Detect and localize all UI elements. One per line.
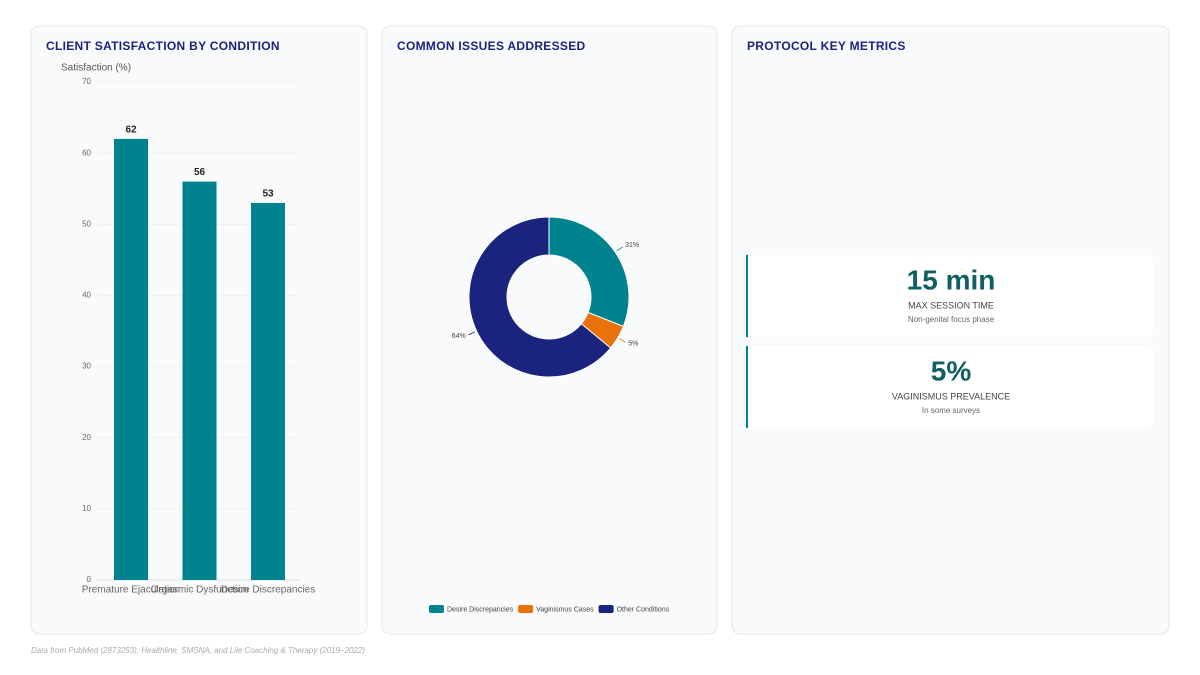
x-tick-label: Orgasmic Dysfunction	[151, 585, 249, 596]
metric-card	[746, 346, 1153, 428]
leader-line	[468, 331, 475, 336]
y-tick-label: 70	[82, 77, 91, 86]
metric-note: In some surveys	[922, 406, 980, 415]
x-tick-label: Premature Ejaculation	[82, 585, 180, 596]
leader-line	[619, 338, 626, 343]
bar	[182, 181, 217, 580]
y-tick-label: 50	[82, 219, 91, 228]
panel-title: PROTOCOL KEY METRICS	[747, 39, 906, 53]
data-label: 56	[194, 167, 206, 178]
panel-title: COMMON ISSUES ADDRESSED	[397, 39, 586, 53]
y-tick-label: 20	[82, 433, 91, 442]
bar	[251, 202, 285, 580]
metric-note: Non-genital focus phase	[908, 315, 995, 324]
panel-title: CLIENT SATISFACTION BY CONDITION	[46, 39, 280, 53]
metric-label: VAGINISMUS PREVALENCE	[892, 391, 1010, 401]
x-tick-label: Desire Discrepancies	[221, 585, 315, 596]
y-tick-label: 40	[82, 291, 91, 300]
metric-label: MAX SESSION TIME	[908, 300, 994, 310]
metric-value: 5%	[931, 355, 972, 386]
footer: Data from PubMed (2873253), Healthline, …	[31, 646, 365, 655]
legend-label: Vaginismus Cases	[536, 606, 594, 613]
metric-value: 15 min	[907, 264, 996, 295]
data-label: 62	[125, 125, 137, 136]
card-accent	[746, 255, 748, 337]
legend-label: Other Conditions	[617, 606, 670, 613]
card-accent	[746, 346, 748, 428]
y-tick-label: 60	[82, 148, 91, 157]
data-label: 5%	[628, 341, 638, 348]
y-axis-label: Satisfaction (%)	[61, 63, 131, 74]
bar	[114, 138, 148, 580]
data-label: 64%	[452, 333, 466, 340]
leader-line	[616, 246, 623, 252]
legend-swatch	[429, 605, 444, 613]
y-tick-label: 10	[82, 504, 91, 513]
metric-card	[746, 255, 1153, 337]
y-tick-label: 0	[87, 575, 92, 584]
donut-slice	[548, 216, 630, 328]
panel	[381, 25, 718, 635]
legend-swatch	[598, 605, 614, 613]
data-label: 53	[262, 189, 274, 200]
legend-swatch	[518, 605, 534, 613]
donut-slice	[468, 216, 612, 378]
y-tick-label: 30	[82, 362, 91, 371]
legend-label: Desire Discrepancies	[447, 606, 514, 613]
data-label: 31%	[625, 242, 639, 249]
